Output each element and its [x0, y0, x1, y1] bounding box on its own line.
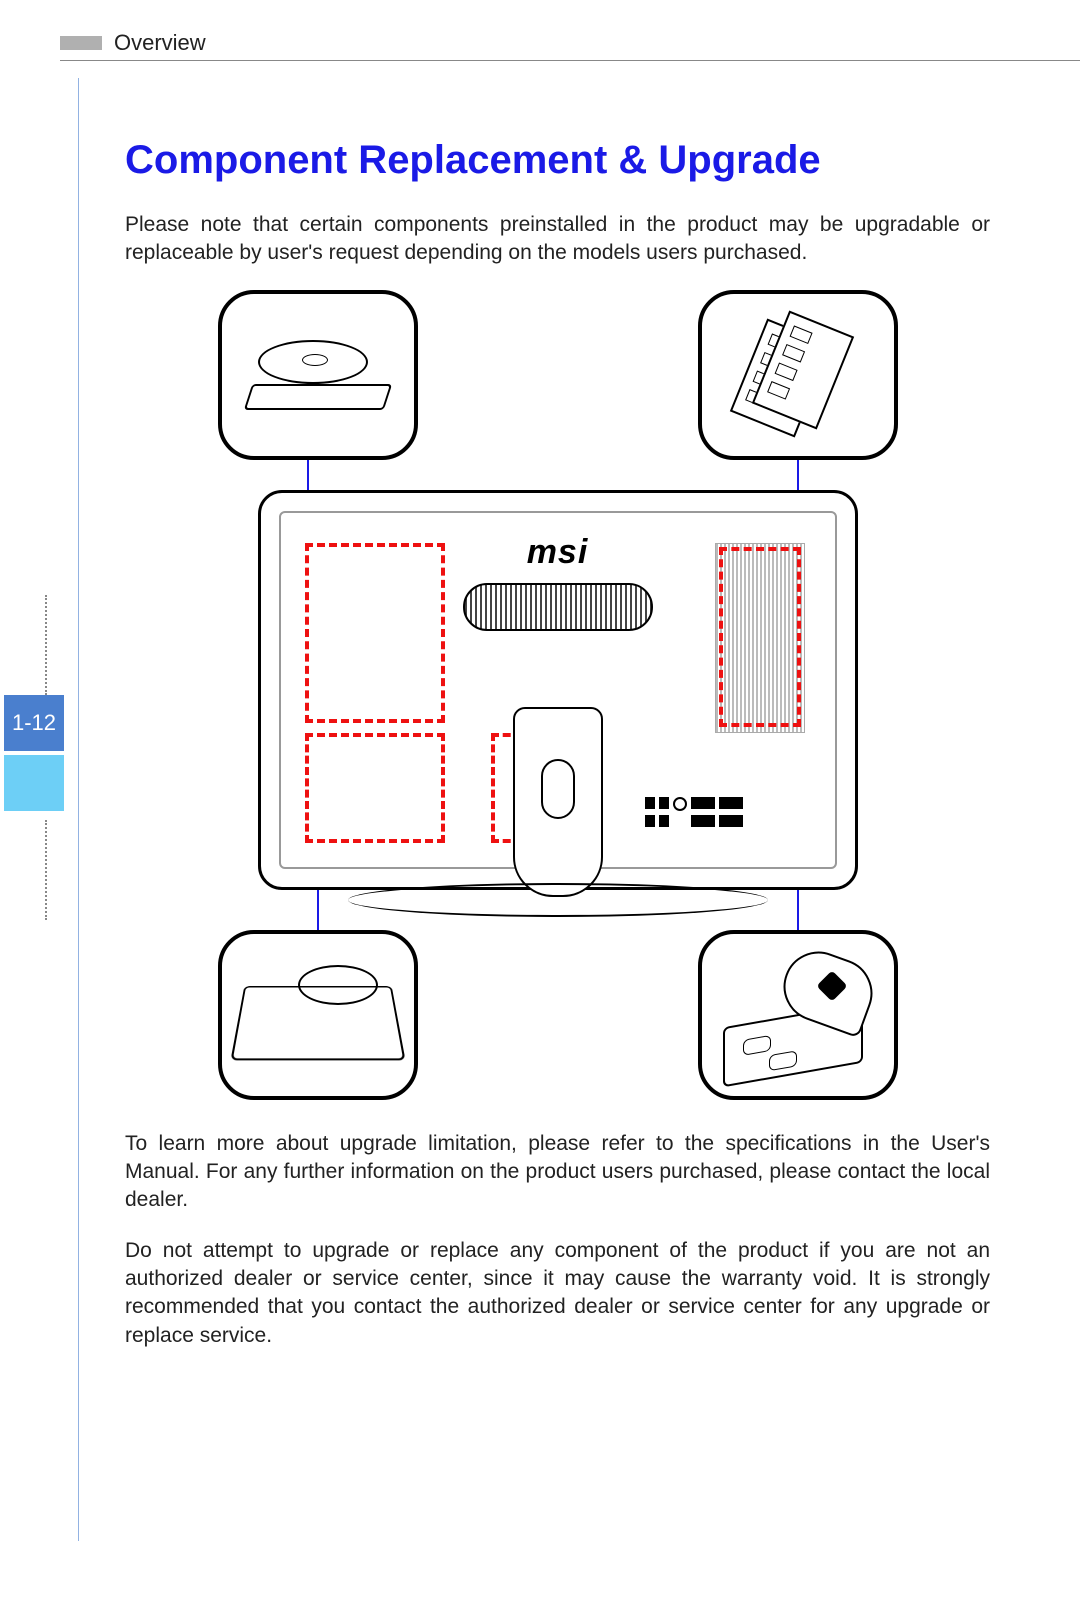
page-accent-tab	[4, 755, 64, 811]
page-number: 1-12	[12, 710, 56, 736]
page-header: Overview	[60, 30, 1080, 61]
io-ports-icon	[645, 797, 805, 847]
margin-dotted-bottom	[45, 820, 47, 920]
highlight-zone-hdd	[305, 733, 445, 843]
callout-memory-ram	[698, 290, 898, 460]
info-paragraph: To learn more about upgrade limitation, …	[125, 1130, 990, 1215]
page-title: Component Replacement & Upgrade	[125, 135, 990, 185]
stand-neck-icon	[513, 707, 603, 897]
left-margin-rule	[78, 78, 79, 1541]
ssd-icon	[723, 955, 873, 1075]
brand-logo: msi	[527, 533, 589, 572]
ram-icon	[728, 320, 868, 430]
component-diagram: msi	[178, 290, 938, 1100]
hdd-icon	[238, 965, 398, 1065]
intro-paragraph: Please note that certain components prei…	[125, 211, 990, 268]
optical-drive-icon	[248, 340, 388, 410]
header-accent-block	[60, 36, 102, 50]
ventilation-grille-icon	[463, 583, 653, 631]
page-number-tab: 1-12	[4, 695, 64, 751]
section-name: Overview	[114, 30, 206, 56]
highlight-zone-optical	[305, 543, 445, 723]
highlight-zone-ram	[719, 547, 801, 727]
main-content: Component Replacement & Upgrade Please n…	[125, 135, 990, 1372]
callout-optical-drive	[218, 290, 418, 460]
device-rear-view: msi	[258, 490, 858, 890]
callout-hard-drive	[218, 930, 418, 1100]
warning-paragraph: Do not attempt to upgrade or replace any…	[125, 1237, 990, 1350]
stand-base-icon	[348, 883, 768, 917]
margin-dotted-top	[45, 595, 47, 695]
callout-ssd	[698, 930, 898, 1100]
